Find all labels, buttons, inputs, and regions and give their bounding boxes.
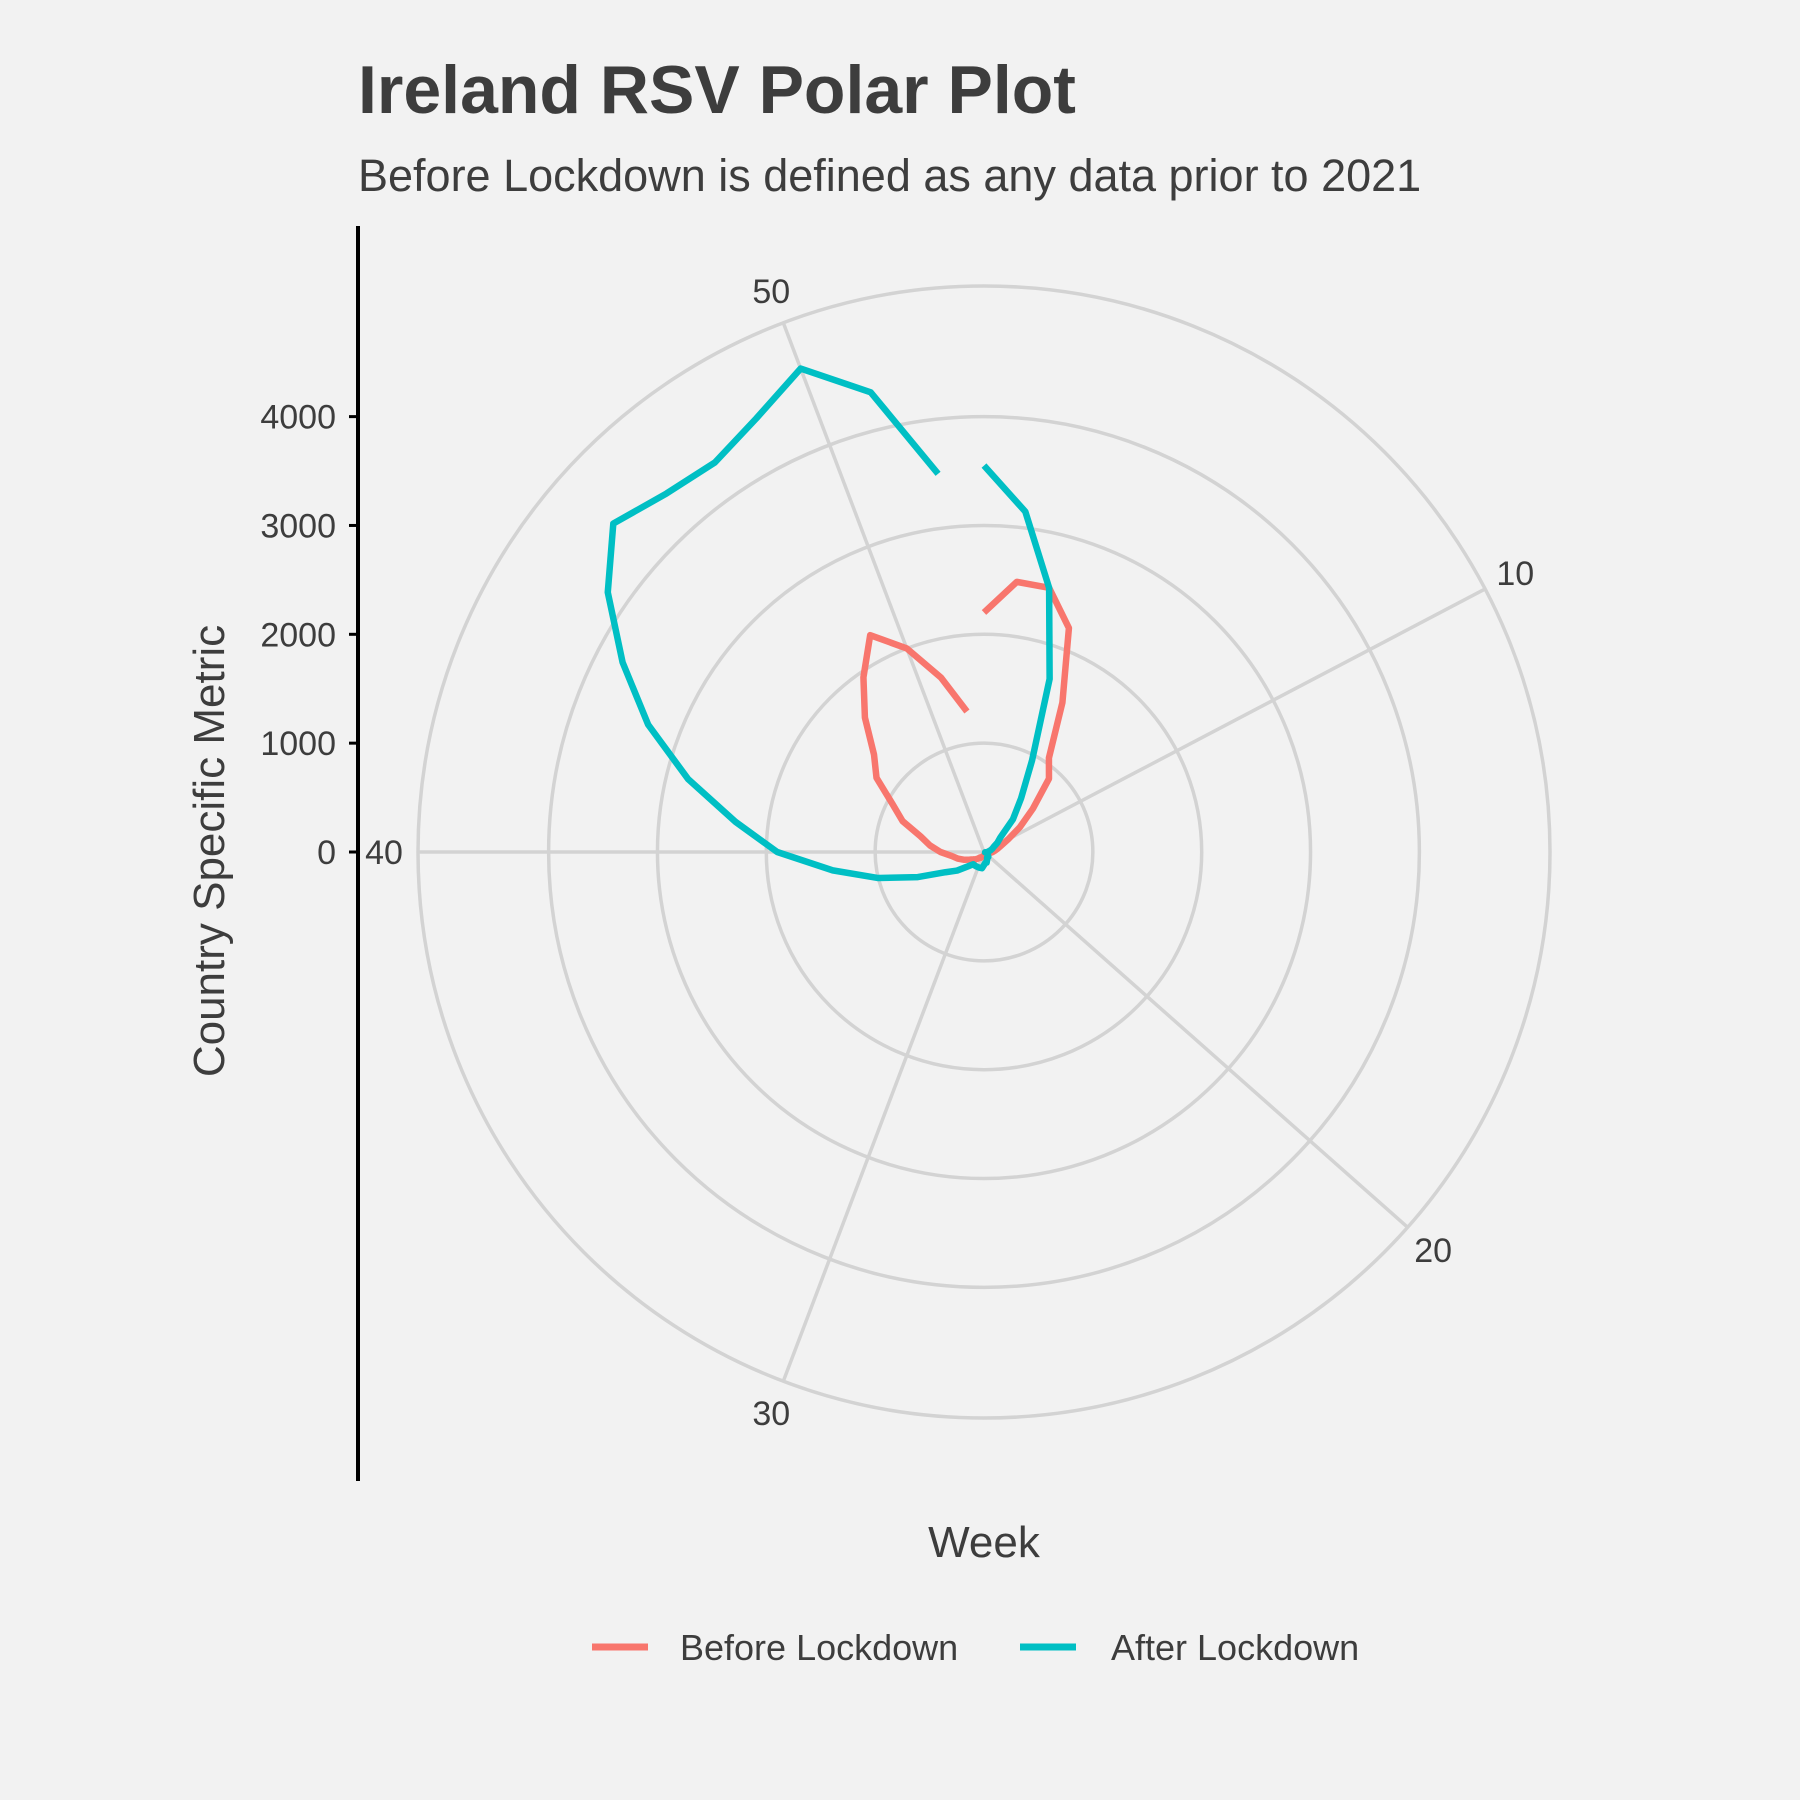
theta-tick-label: 50: [752, 273, 790, 311]
x-axis-title: Week: [928, 1518, 1041, 1567]
theta-spokes: [418, 322, 1486, 1382]
theta-tick-labels: 10 20 30 40 50: [365, 273, 1534, 1433]
theta-tick-label: 30: [752, 1395, 790, 1433]
series-line-2: [604, 365, 1053, 882]
theta-spoke: [781, 322, 986, 853]
theta-spoke: [983, 587, 1486, 854]
y-tick-label: 4000: [260, 399, 336, 437]
y-tick-label: 1000: [260, 725, 336, 763]
chart-title: Ireland RSV Polar Plot: [358, 52, 1076, 128]
y-axis-ticks: 0 1000 2000 3000 4000: [260, 399, 358, 872]
theta-tick-label: 10: [1496, 555, 1534, 593]
legend-label-2: After Lockdown: [1111, 1627, 1359, 1668]
y-tick-label: 3000: [260, 507, 336, 545]
theta-tick-label: 40: [365, 834, 403, 872]
legend-label-1: Before Lockdown: [680, 1627, 958, 1668]
theta-spoke: [781, 851, 986, 1382]
theta-spoke: [982, 850, 1409, 1229]
y-axis-title: Country Specific Metric: [185, 625, 234, 1077]
y-tick-label: 0: [317, 834, 336, 872]
y-tick-label: 2000: [260, 616, 336, 654]
series-lines: [604, 365, 1073, 882]
chart-subtitle: Before Lockdown is defined as any data p…: [358, 150, 1421, 201]
legend: Before Lockdown After Lockdown: [592, 1627, 1359, 1668]
theta-tick-label: 20: [1414, 1232, 1452, 1270]
